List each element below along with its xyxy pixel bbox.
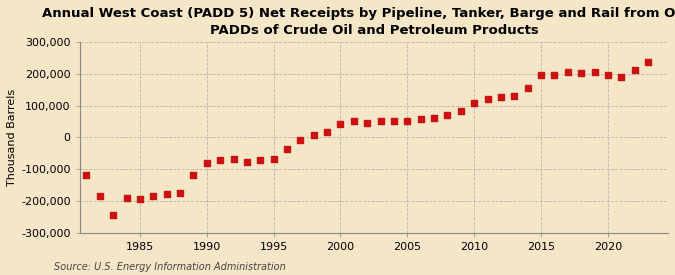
Point	[482, 97, 493, 101]
Point	[134, 197, 145, 201]
Point	[375, 119, 386, 123]
Point	[215, 157, 225, 162]
Point	[415, 117, 426, 122]
Point	[495, 95, 506, 99]
Point	[549, 73, 560, 77]
Point	[522, 86, 533, 90]
Point	[148, 194, 159, 198]
Point	[295, 138, 306, 142]
Point	[536, 73, 547, 77]
Text: Source: U.S. Energy Information Administration: Source: U.S. Energy Information Administ…	[54, 262, 286, 272]
Point	[603, 73, 614, 77]
Point	[322, 130, 333, 134]
Point	[268, 157, 279, 161]
Point	[589, 70, 600, 74]
Point	[308, 133, 319, 138]
Point	[81, 173, 92, 178]
Point	[161, 192, 172, 197]
Point	[468, 101, 479, 106]
Point	[402, 119, 412, 123]
Title: Annual West Coast (PADD 5) Net Receipts by Pipeline, Tanker, Barge and Rail from: Annual West Coast (PADD 5) Net Receipts …	[42, 7, 675, 37]
Point	[228, 157, 239, 161]
Point	[188, 173, 199, 178]
Point	[429, 116, 439, 120]
Point	[576, 71, 587, 76]
Point	[348, 119, 359, 123]
Point	[509, 93, 520, 98]
Point	[242, 160, 252, 164]
Point	[255, 158, 266, 163]
Point	[201, 161, 212, 165]
Point	[442, 112, 453, 117]
Point	[456, 109, 466, 114]
Point	[121, 196, 132, 200]
Point	[95, 194, 105, 198]
Point	[362, 121, 373, 125]
Point	[629, 68, 640, 72]
Point	[281, 146, 292, 151]
Point	[108, 213, 119, 217]
Point	[389, 119, 400, 123]
Y-axis label: Thousand Barrels: Thousand Barrels	[7, 89, 17, 186]
Point	[643, 60, 653, 64]
Point	[175, 191, 186, 195]
Point	[562, 70, 573, 74]
Point	[335, 122, 346, 126]
Point	[616, 74, 626, 79]
